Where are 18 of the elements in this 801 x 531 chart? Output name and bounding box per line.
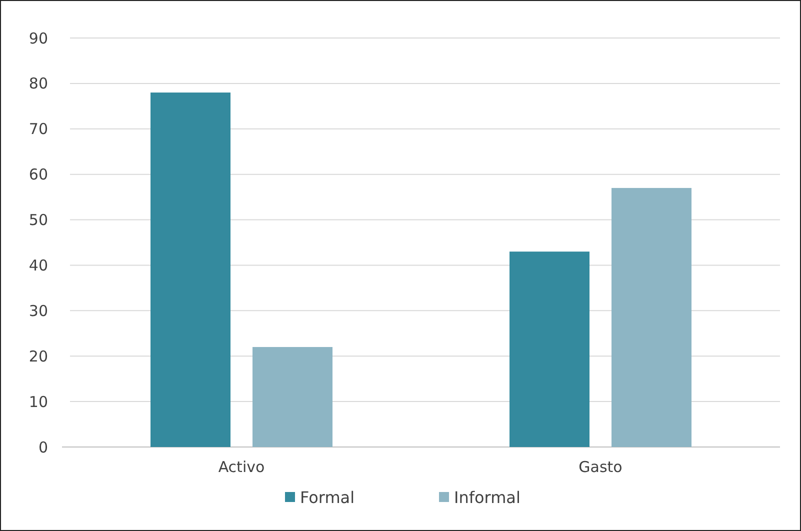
bar <box>510 252 590 447</box>
x-tick-label: Activo <box>218 458 265 476</box>
y-tick-label: 20 <box>28 347 48 366</box>
bar <box>150 92 230 447</box>
legend-label: Informal <box>454 488 520 507</box>
x-tick-label: Gasto <box>578 458 622 476</box>
y-tick-label: 10 <box>28 392 48 411</box>
y-tick-label: 80 <box>28 74 48 93</box>
y-tick-label: 40 <box>28 256 48 274</box>
y-tick-label: 0 <box>38 438 48 456</box>
y-tick-label: 50 <box>28 211 48 230</box>
bar <box>252 347 332 447</box>
y-tick-label: 70 <box>28 120 48 138</box>
y-tick-label: 90 <box>28 29 48 48</box>
bar <box>612 188 692 447</box>
legend-label: Formal <box>300 488 355 507</box>
y-tick-label: 60 <box>28 166 48 184</box>
y-tick-label: 30 <box>28 302 48 320</box>
